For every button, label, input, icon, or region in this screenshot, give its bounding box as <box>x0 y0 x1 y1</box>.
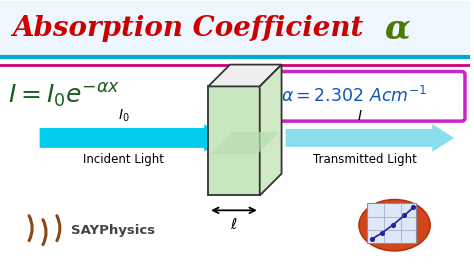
Text: $I = I_0 e^{-\alpha x}$: $I = I_0 e^{-\alpha x}$ <box>8 82 120 110</box>
Text: Incident Light: Incident Light <box>83 153 164 166</box>
Text: $I$: $I$ <box>357 109 363 123</box>
FancyArrow shape <box>285 124 454 152</box>
Text: SAYPhysics: SAYPhysics <box>72 224 155 237</box>
Polygon shape <box>210 132 280 154</box>
Point <box>368 237 375 241</box>
Bar <box>367 203 416 243</box>
Point <box>378 231 385 235</box>
Text: $\ell$: $\ell$ <box>230 217 238 232</box>
Text: Transmitted Light: Transmitted Light <box>313 153 417 166</box>
Point <box>410 205 417 210</box>
Point <box>389 223 396 227</box>
FancyBboxPatch shape <box>0 1 470 57</box>
Polygon shape <box>208 65 282 86</box>
Bar <box>208 86 260 196</box>
Point <box>401 213 408 217</box>
Text: Absorption Coefficient: Absorption Coefficient <box>12 15 373 42</box>
FancyArrow shape <box>40 124 222 152</box>
Polygon shape <box>260 65 282 196</box>
Text: $I_0$: $I_0$ <box>118 108 130 124</box>
Ellipse shape <box>359 200 430 251</box>
Text: $\alpha = 2.302\ Acm^{-1}$: $\alpha = 2.302\ Acm^{-1}$ <box>281 86 427 106</box>
Text: α: α <box>385 13 410 45</box>
FancyBboxPatch shape <box>243 72 465 121</box>
